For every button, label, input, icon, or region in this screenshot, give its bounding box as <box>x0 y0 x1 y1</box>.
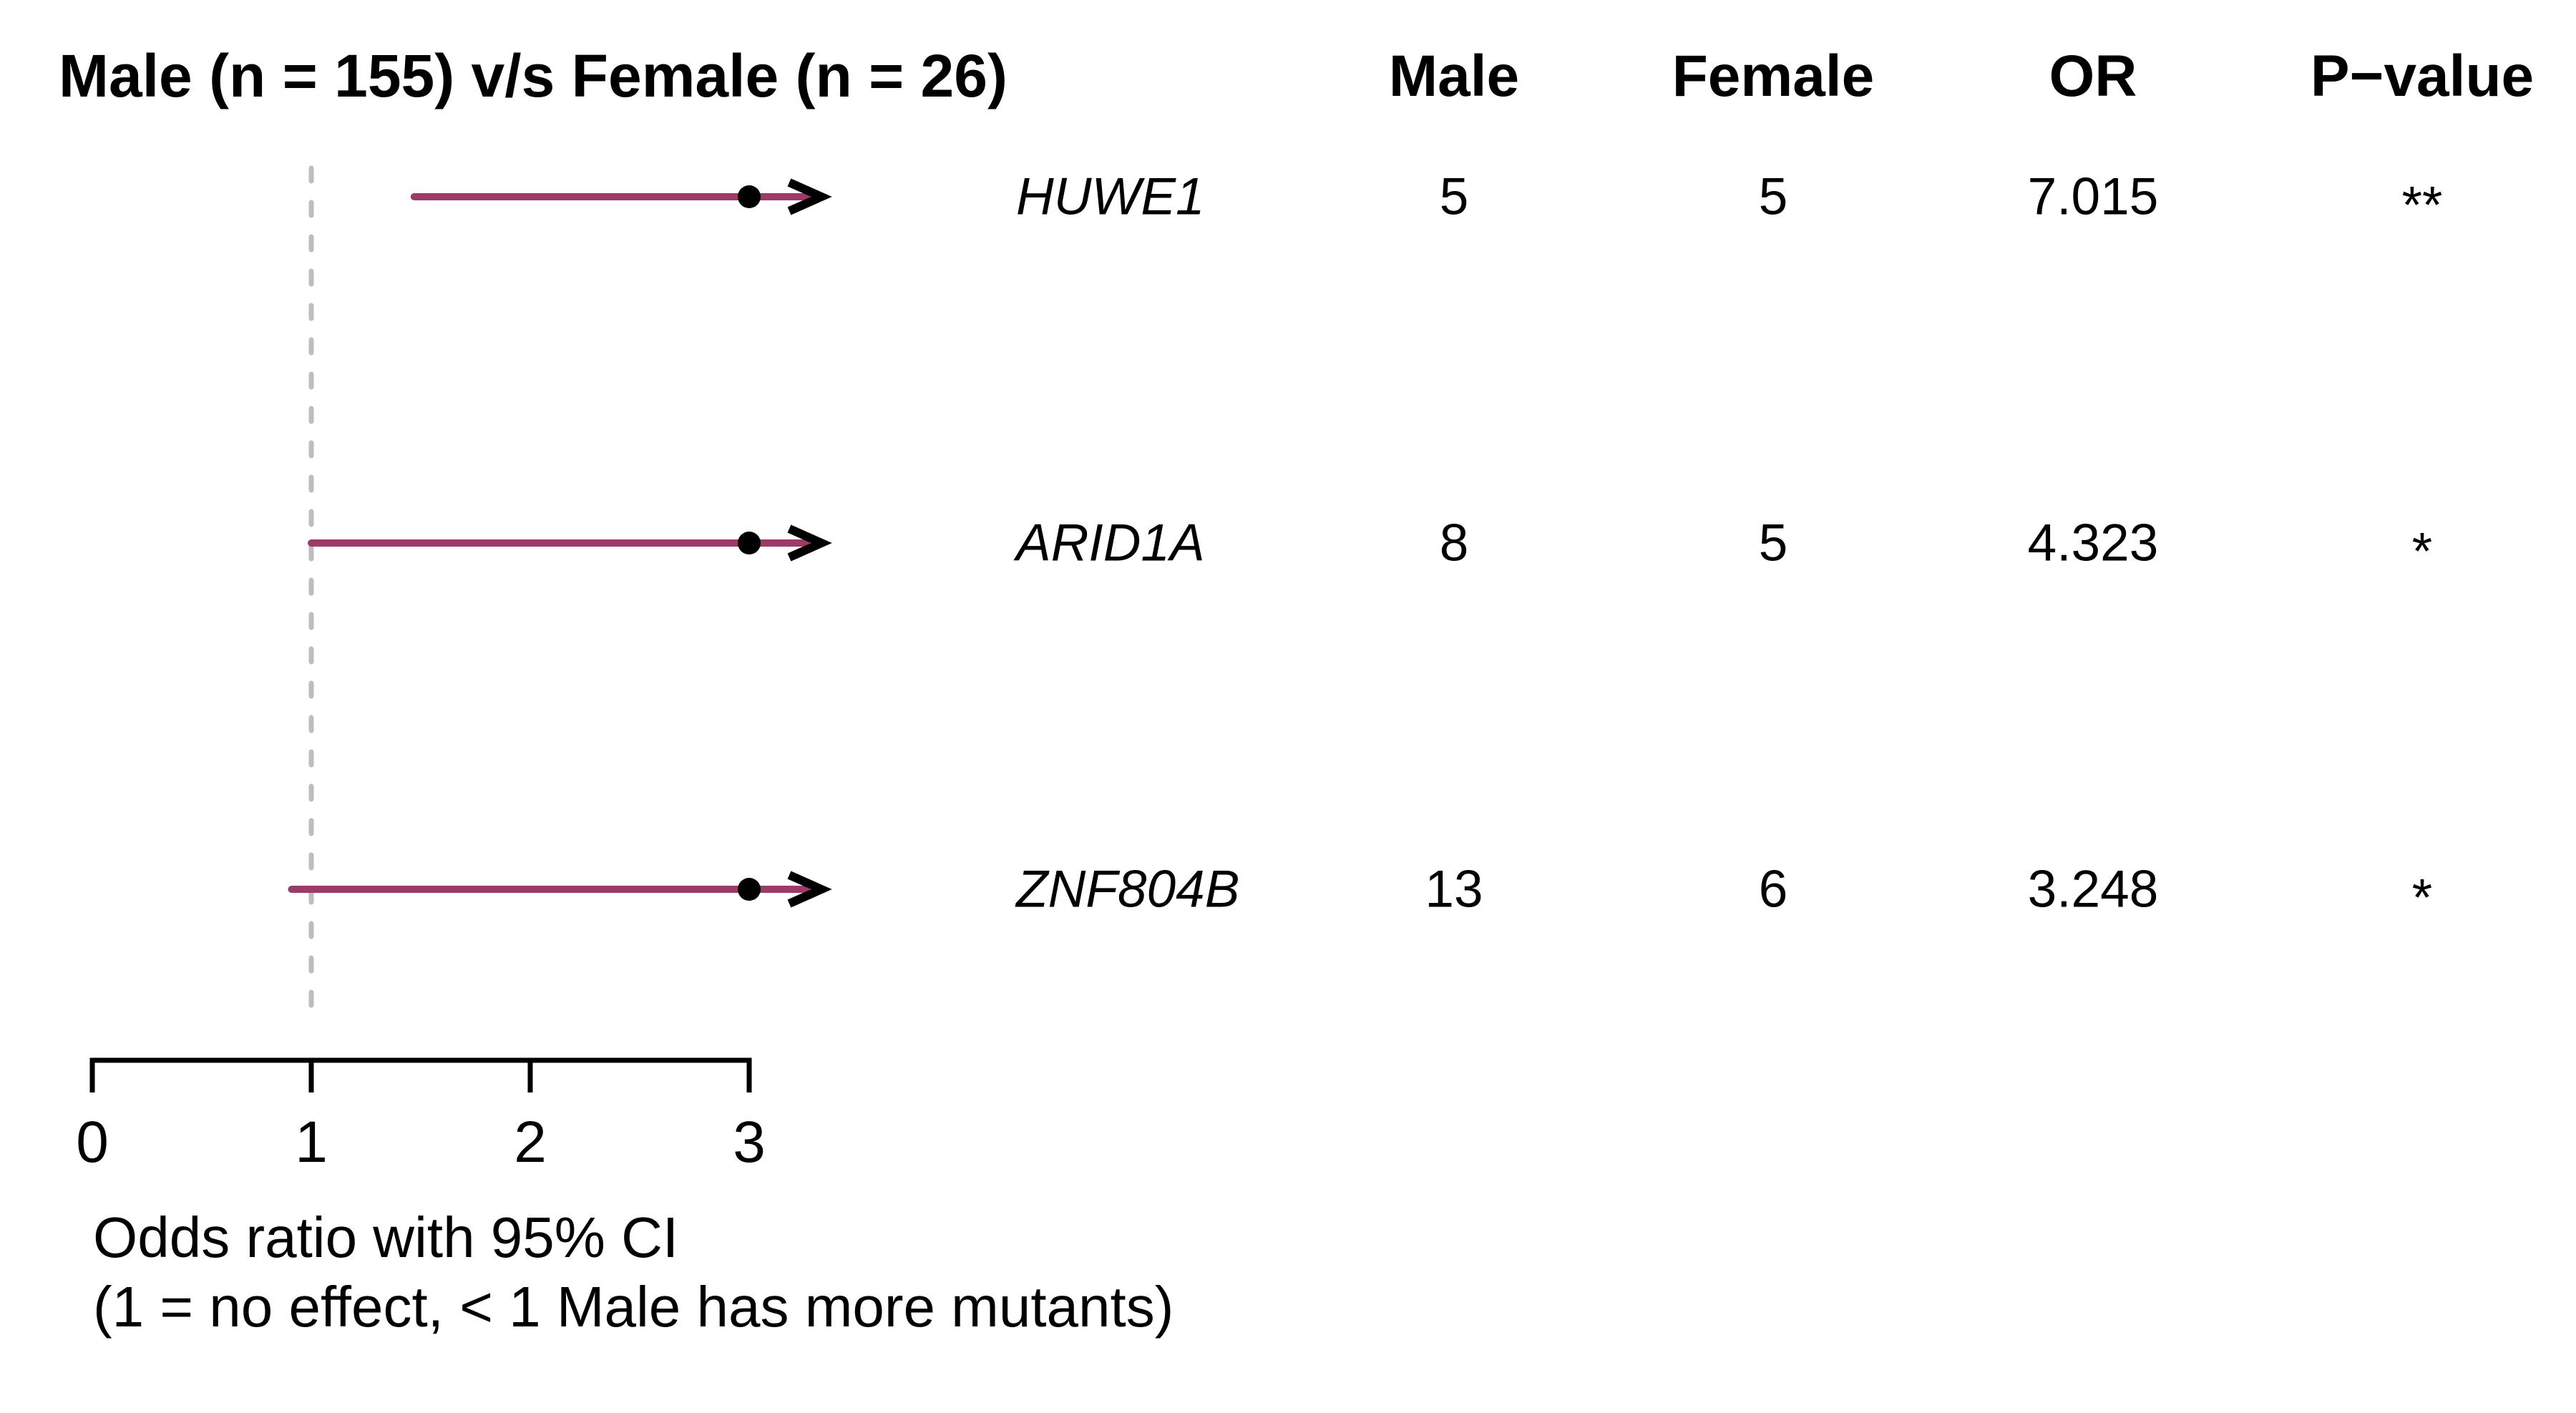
column-header-male: Male <box>1388 44 1520 109</box>
or-value: 7.015 <box>2027 167 2159 226</box>
female-count: 5 <box>1758 167 1788 226</box>
column-header-female: Female <box>1672 44 1875 109</box>
axis-caption: Odds ratio with 95% CI (1 = no effect, <… <box>93 1203 1174 1342</box>
axis-tick-label: 0 <box>76 1110 109 1175</box>
or-value: 3.248 <box>2027 860 2159 919</box>
pvalue-stars: ** <box>2401 176 2443 235</box>
axis-tick-label: 1 <box>295 1110 328 1175</box>
axis-caption-line1: Odds ratio with 95% CI <box>93 1206 679 1269</box>
axis-tick-label: 3 <box>733 1110 766 1175</box>
plot-title: Male (n = 155) v/s Female (n = 26) <box>59 42 1008 109</box>
clip-arrow-icon <box>787 871 832 908</box>
estimate-dot <box>738 532 761 554</box>
gene-label: ZNF804B <box>1016 860 1240 919</box>
female-count: 5 <box>1758 514 1788 572</box>
clip-arrow-icon <box>787 178 832 215</box>
column-header-or: OR <box>2049 44 2137 109</box>
or-value: 4.323 <box>2027 514 2159 572</box>
axis-tick-label: 2 <box>514 1110 547 1175</box>
estimate-dot <box>738 185 761 208</box>
pvalue-stars: * <box>2411 522 2433 581</box>
clip-arrow-icon <box>787 524 832 562</box>
gene-label: ARID1A <box>1016 514 1205 572</box>
male-count: 8 <box>1439 514 1469 572</box>
pvalue-stars: * <box>2411 869 2433 927</box>
female-count: 6 <box>1758 860 1788 919</box>
male-count: 5 <box>1439 167 1469 226</box>
male-count: 13 <box>1425 860 1483 919</box>
column-header-pvalue: P−value <box>2310 44 2534 109</box>
axis-caption-line2: (1 = no effect, < 1 Male has more mutant… <box>93 1274 1174 1339</box>
estimate-dot <box>738 878 761 901</box>
gene-label: HUWE1 <box>1016 167 1205 226</box>
